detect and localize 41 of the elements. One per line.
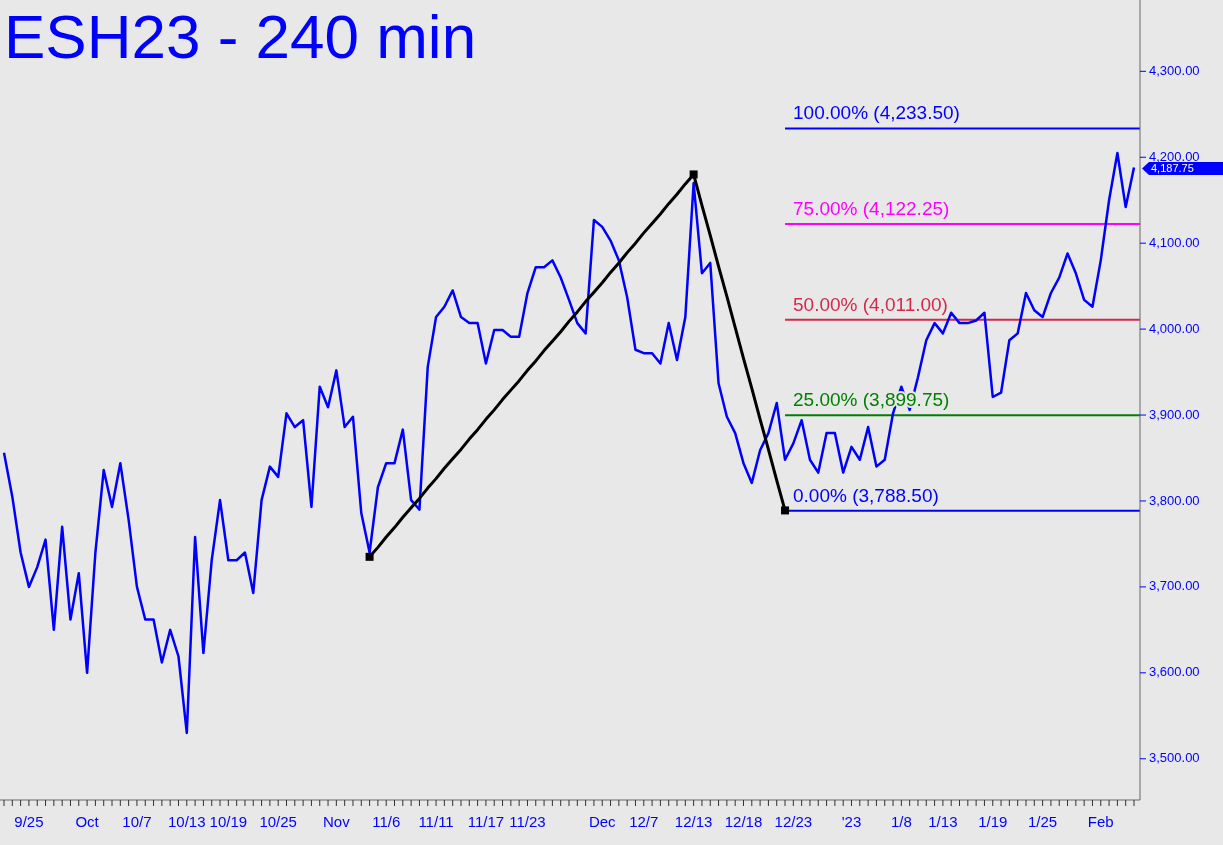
chart-title: ESH23 - 240 min	[4, 2, 477, 71]
point	[781, 506, 790, 515]
x-tick-label: 11/17	[467, 813, 505, 830]
x-tick-label: 12/7	[629, 813, 659, 830]
text: 4,187.75	[1151, 162, 1194, 175]
x-tick-label: 11/23	[509, 813, 546, 830]
x-tick-label: 12/23	[774, 813, 813, 830]
x-tick-label: 10/25	[259, 813, 297, 830]
ref-line-label: 100.00% (4,233.50)	[793, 102, 960, 124]
point	[365, 552, 374, 561]
x-tick-label: 11/6	[372, 813, 401, 830]
y-tick-label: 3,500.00	[1149, 750, 1200, 766]
y-tick-label: 4,000.00	[1149, 320, 1200, 336]
line-series	[2, 151, 1136, 735]
x-tick-label: Feb	[1087, 813, 1114, 830]
x-tick-label: Nov	[323, 813, 351, 830]
ref-line-label: 50.00% (4,011.00)	[793, 293, 948, 315]
y-tick-label: 4,100.00	[1149, 234, 1200, 250]
x-tick-label: 1/19	[978, 813, 1008, 830]
point	[689, 170, 698, 179]
x-tick-label: Dec	[588, 813, 617, 830]
y-tick-label: 3,600.00	[1149, 664, 1200, 680]
x-tick-label: '23	[841, 813, 862, 830]
y-tick-label: 3,900.00	[1149, 406, 1200, 422]
x-tick-label: 10/7	[122, 813, 152, 830]
x-tick-label: 9/25	[14, 813, 44, 830]
x-tick-label: 12/18	[724, 813, 763, 830]
x-tick-label: 10/19	[209, 813, 248, 830]
x-tick-label: 1/25	[1028, 813, 1058, 830]
y-tick-label: 3,700.00	[1149, 578, 1200, 594]
y-tick-label: 3,800.00	[1149, 492, 1200, 508]
ref-line-label: 75.00% (4,122.25)	[793, 198, 950, 220]
y-tick-label: 4,300.00	[1149, 62, 1200, 78]
x-tick-label: 11/11	[418, 813, 454, 830]
y-tick-label: 4,200.00	[1149, 148, 1200, 164]
ref-line-label: 0.00% (3,788.50)	[793, 484, 939, 506]
x-tick-label: 10/13	[168, 813, 206, 830]
x-tick-label: 1/13	[928, 813, 958, 830]
x-tick-label: 1/8	[890, 813, 912, 830]
x-tick-label: Oct	[75, 813, 100, 830]
x-tick-label: 12/13	[674, 813, 713, 830]
